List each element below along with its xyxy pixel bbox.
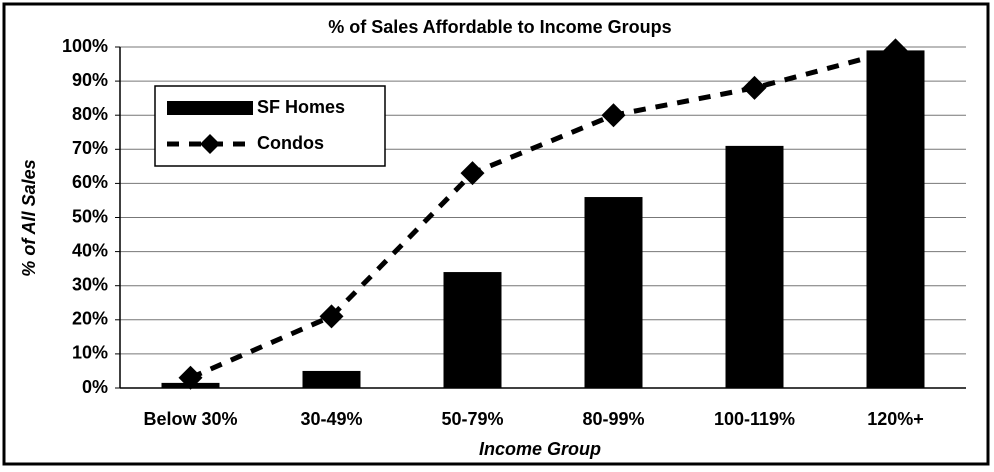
marker: [319, 304, 344, 329]
y-tick-label: 60%: [72, 172, 108, 192]
x-tick-label: 30-49%: [300, 409, 362, 429]
legend-label: Condos: [257, 133, 324, 153]
x-tick-label: 80-99%: [582, 409, 644, 429]
marker: [460, 161, 485, 186]
bar: [725, 145, 784, 388]
bar: [584, 197, 643, 388]
x-tick-label: 100-119%: [714, 409, 795, 429]
y-axis-label: % of All Sales: [19, 159, 39, 276]
y-tick-label: 10%: [72, 343, 108, 363]
y-tick-label: 30%: [72, 274, 108, 294]
marker: [178, 365, 203, 390]
legend-label: SF Homes: [257, 97, 345, 117]
legend-swatch: [167, 101, 253, 115]
y-tick-label: 20%: [72, 309, 108, 329]
marker: [742, 75, 767, 100]
bar: [443, 272, 502, 388]
y-tick-label: 90%: [72, 70, 108, 90]
y-tick-label: 40%: [72, 240, 108, 260]
marker: [601, 103, 626, 128]
x-tick-label: Below 30%: [143, 409, 237, 429]
chart-title: % of Sales Affordable to Income Groups: [328, 17, 671, 37]
y-tick-label: 70%: [72, 138, 108, 158]
y-tick-label: 100%: [62, 36, 108, 56]
x-tick-label: 120%+: [867, 409, 924, 429]
y-tick-label: 0%: [82, 377, 108, 397]
legend-box: [154, 85, 386, 167]
chart-border: [2, 2, 990, 466]
legend-marker: [200, 134, 220, 154]
x-axis-label: Income Group: [479, 439, 601, 459]
y-tick-label: 80%: [72, 104, 108, 124]
x-tick-label: 50-79%: [441, 409, 503, 429]
bar: [302, 370, 361, 388]
y-tick-label: 50%: [72, 206, 108, 226]
marker: [883, 38, 908, 63]
bar: [866, 50, 925, 388]
